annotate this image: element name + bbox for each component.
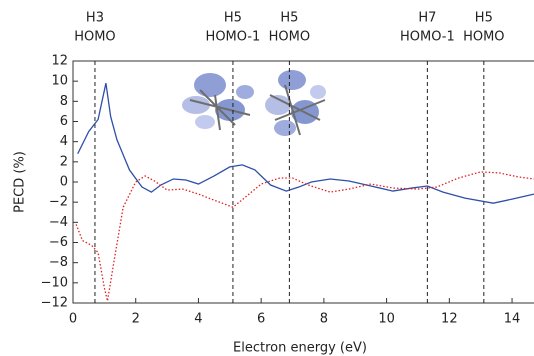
y-tick-label: −12 (41, 296, 68, 311)
y-tick-label: −6 (49, 235, 68, 250)
x-tick-label: 14 (504, 312, 521, 327)
axes-frame (72, 60, 534, 304)
x-tick-label: 0 (69, 312, 77, 327)
y-tick-label: 10 (51, 74, 68, 89)
series-line (77, 83, 534, 204)
y-tick-label: 0 (60, 175, 68, 190)
marker-label: H5 (224, 11, 242, 26)
marker-label: H5 (475, 11, 493, 26)
marker-label: H5 (280, 11, 298, 26)
marker-label: H3 (86, 11, 104, 26)
molecule-right (265, 70, 326, 136)
y-tick-label: −4 (49, 215, 68, 230)
y-axis-label: PECD (%) (13, 151, 28, 213)
y-tick-label: 4 (60, 134, 68, 149)
x-tick-label: 12 (441, 312, 458, 327)
x-tick-label: 8 (320, 312, 328, 327)
x-tick-label: 10 (378, 312, 395, 327)
y-tick-label: −8 (49, 255, 68, 270)
series-line (75, 171, 534, 302)
marker-label: HOMO (269, 30, 310, 45)
marker-label: H7 (418, 11, 436, 26)
marker-label: HOMO (463, 30, 504, 45)
marker-label: HOMO-1 (400, 30, 455, 45)
y-tick-label: −2 (49, 195, 68, 210)
molecule-left (182, 73, 254, 131)
y-tick-label: 12 (51, 54, 68, 69)
marker-label: HOMO-1 (206, 30, 261, 45)
y-tick-label: 6 (60, 114, 68, 129)
marker-label: HOMO (74, 30, 115, 45)
x-axis-label: Electron energy (eV) (233, 341, 367, 356)
x-tick-label: 4 (194, 312, 202, 327)
x-tick-label: 6 (257, 312, 265, 327)
y-tick-label: 8 (60, 94, 68, 109)
x-tick-label: 2 (132, 312, 140, 327)
y-tick-label: 2 (60, 154, 68, 169)
y-tick-label: −10 (41, 275, 68, 290)
